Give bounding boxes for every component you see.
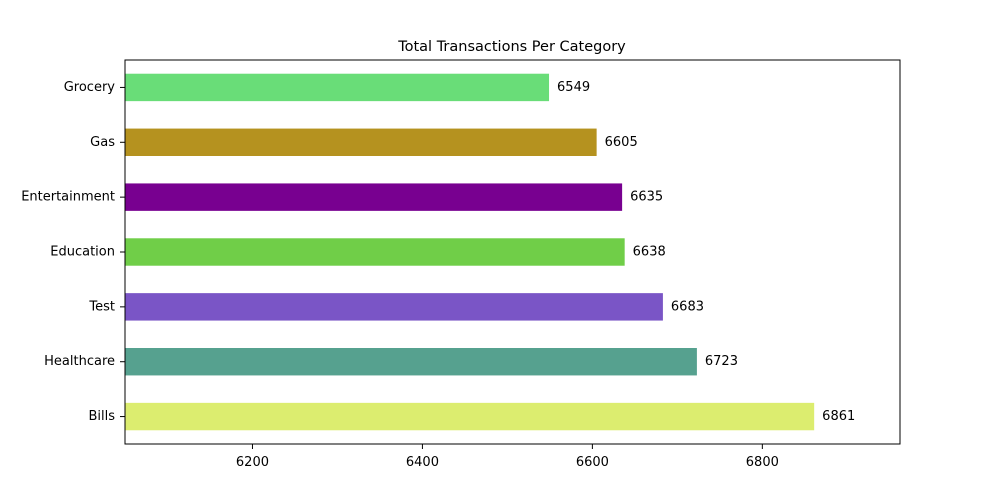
y-tick-label-gas: Gas: [90, 135, 115, 150]
y-tick-label-bills: Bills: [88, 409, 115, 424]
bar-entertainment: [125, 183, 623, 211]
data-label-healthcare: 6723: [705, 354, 738, 369]
plot-frame: [124, 59, 901, 445]
bar-grocery: [125, 73, 550, 102]
bar-education: [125, 238, 625, 266]
bar-bills: [125, 402, 815, 431]
data-label-education: 6638: [633, 245, 666, 260]
y-tick-label-education: Education: [50, 245, 115, 260]
y-tick-label-healthcare: Healthcare: [44, 354, 115, 369]
bar-test: [125, 293, 663, 321]
data-label-test: 6683: [671, 299, 704, 314]
bar-gas: [125, 128, 597, 156]
chart-title: Total Transactions Per Category: [397, 39, 626, 55]
data-label-entertainment: 6635: [630, 190, 663, 205]
bars-group: [125, 73, 815, 431]
y-tick-label-grocery: Grocery: [64, 80, 116, 95]
x-axis: 6200 6400 6600 6800: [236, 444, 779, 470]
y-axis: Grocery Gas Entertainment Education Test Heal…: [21, 80, 125, 424]
data-labels-group: 6549 6605 6635 6638 6683 6723 6861: [557, 80, 855, 424]
x-tick-label-6600: 6600: [576, 455, 609, 470]
y-tick-label-entertainment: Entertainment: [21, 190, 115, 205]
data-label-grocery: 6549: [557, 80, 590, 95]
x-tick-label-6200: 6200: [236, 455, 269, 470]
bar-healthcare: [125, 348, 697, 376]
x-tick-label-6800: 6800: [746, 455, 779, 470]
x-tick-label-6400: 6400: [406, 455, 439, 470]
data-label-gas: 6605: [605, 135, 638, 150]
y-tick-label-test: Test: [88, 299, 115, 314]
data-label-bills: 6861: [822, 409, 855, 424]
